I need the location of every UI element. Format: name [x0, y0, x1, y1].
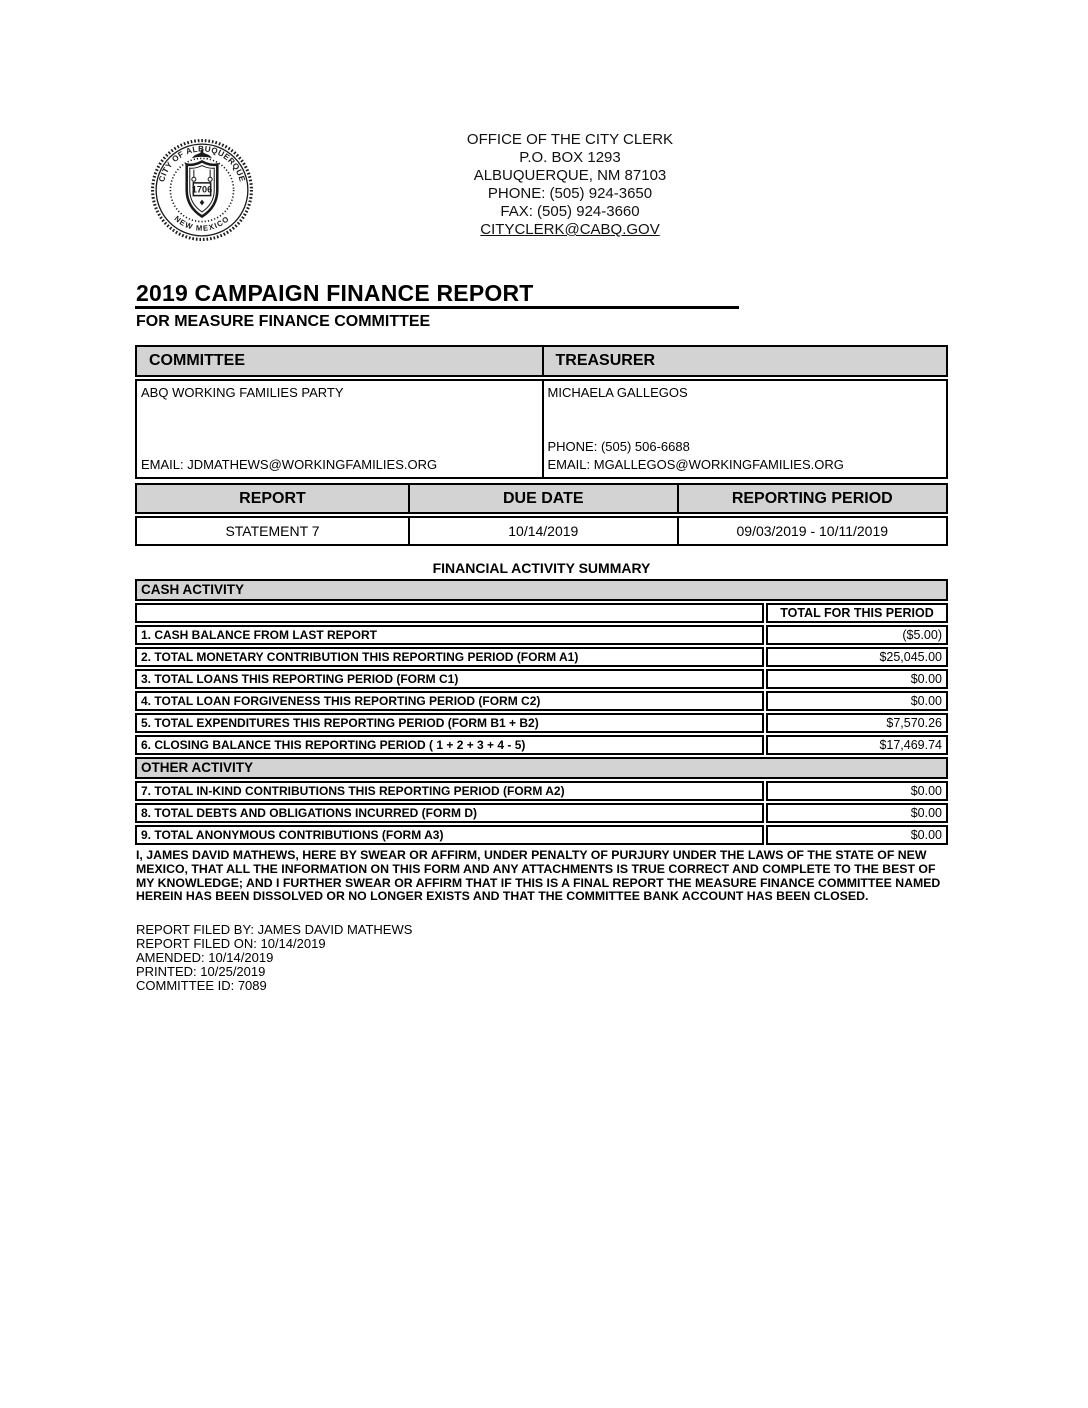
reporting-period-value: 09/03/2019 - 10/11/2019 [676, 518, 946, 544]
row-value: $17,469.74 [766, 735, 948, 755]
row-label: 5. TOTAL EXPENDITURES THIS REPORTING PER… [135, 713, 764, 733]
amount-column-header: TOTAL FOR THIS PERIOD [766, 603, 948, 623]
row-value: $0.00 [766, 825, 948, 845]
office-line: ALBUQUERQUE, NM 87103 [473, 167, 667, 184]
office-line: FAX: (505) 924-3660 [500, 203, 640, 220]
filing-line: AMENDED: 10/14/2019 [136, 950, 274, 965]
office-line: PHONE: (505) 924-3650 [487, 185, 653, 202]
financial-activity-summary-title: FINANCIAL ACTIVITY SUMMARY [432, 560, 651, 576]
cash-activity-section-header: CASH ACTIVITY [135, 579, 948, 601]
page-subtitle: FOR MEASURE FINANCE COMMITTEE [136, 313, 431, 330]
row-label: 7. TOTAL IN-KIND CONTRIBUTIONS THIS REPO… [135, 781, 764, 801]
reporting-period-header: REPORTING PERIOD [676, 485, 946, 512]
other-activity-section-header: OTHER ACTIVITY [135, 757, 948, 779]
report-value: STATEMENT 7 [225, 523, 320, 539]
page-title: 2019 CAMPAIGN FINANCE REPORT [136, 280, 534, 306]
seal-inner-ring [155, 143, 249, 237]
row-value: $0.00 [766, 691, 948, 711]
row-label: 2. TOTAL MONETARY CONTRIBUTION THIS REPO… [135, 647, 764, 667]
treasurer-header: TREASURER [541, 347, 947, 375]
amount-header-spacer [135, 603, 764, 623]
treasurer-phone: PHONE: (505) 506-6688 [547, 439, 690, 454]
due-date-header: DUE DATE [408, 485, 677, 512]
row-label: 9. TOTAL ANONYMOUS CONTRIBUTIONS (FORM A… [135, 825, 764, 845]
seal-dotted-ring [169, 157, 235, 223]
table-row: 9. TOTAL ANONYMOUS CONTRIBUTIONS (FORM A… [135, 825, 948, 845]
filing-info-block: REPORT FILED BY: JAMES DAVID MATHEWS REP… [136, 923, 412, 993]
due-date-value: 10/14/2019 [408, 518, 677, 544]
treasurer-name: MICHAELA GALLEGOS [547, 385, 688, 400]
row-value: $0.00 [766, 669, 948, 689]
row-value: $0.00 [766, 803, 948, 823]
treasurer-email: EMAIL: MGALLEGOS@WORKINGFAMILIES.ORG [547, 457, 844, 472]
report-info-table: REPORT DUE DATE REPORTING PERIOD STATEME… [135, 483, 948, 546]
row-label: 4. TOTAL LOAN FORGIVENESS THIS REPORTING… [135, 691, 764, 711]
table-row: 8. TOTAL DEBTS AND OBLIGATIONS INCURRED … [135, 803, 948, 823]
committee-cell: ABQ WORKING FAMILIES PARTY EMAIL: JDMATH… [137, 381, 542, 477]
office-line: OFFICE OF THE CITY CLERK [466, 131, 674, 148]
row-value: $7,570.26 [766, 713, 948, 733]
report-info-body-row: STATEMENT 7 10/14/2019 09/03/2019 - 10/1… [135, 516, 948, 546]
office-line: P.O. BOX 1293 [519, 149, 621, 166]
affirmation-statement: I, JAMES DAVID MATHEWS, HERE BY SWEAR OR… [136, 848, 941, 904]
treasurer-cell: MICHAELA GALLEGOS PHONE: (505) 506-6688 … [541, 381, 947, 477]
table-row: 6. CLOSING BALANCE THIS REPORTING PERIOD… [135, 735, 948, 755]
row-value: ($5.00) [766, 625, 948, 645]
committee-treasurer-header-row: COMMITTEE TREASURER [135, 345, 948, 377]
table-row: TOTAL FOR THIS PERIOD [135, 603, 948, 623]
table-row: 3. TOTAL LOANS THIS REPORTING PERIOD (FO… [135, 669, 948, 689]
row-label: 3. TOTAL LOANS THIS REPORTING PERIOD (FO… [135, 669, 764, 689]
table-row: 1. CASH BALANCE FROM LAST REPORT ($5.00) [135, 625, 948, 645]
seal-year: 1706 [192, 185, 212, 195]
filing-line: REPORT FILED BY: JAMES DAVID MATHEWS [136, 922, 413, 937]
report-header: REPORT [239, 490, 306, 507]
committee-treasurer-table: COMMITTEE TREASURER ABQ WORKING FAMILIES… [135, 345, 948, 479]
filing-line: PRINTED: 10/25/2019 [136, 964, 266, 979]
report-info-header-row: REPORT DUE DATE REPORTING PERIOD [135, 483, 948, 514]
financial-activity-table: CASH ACTIVITY TOTAL FOR THIS PERIOD 1. C… [135, 579, 948, 847]
row-value: $0.00 [766, 781, 948, 801]
table-row: 7. TOTAL IN-KIND CONTRIBUTIONS THIS REPO… [135, 781, 948, 801]
city-clerk-email-link[interactable]: CITYCLERK@CABQ.GOV [480, 221, 660, 238]
table-row: 2. TOTAL MONETARY CONTRIBUTION THIS REPO… [135, 647, 948, 667]
row-label: 1. CASH BALANCE FROM LAST REPORT [135, 625, 764, 645]
row-label: 8. TOTAL DEBTS AND OBLIGATIONS INCURRED … [135, 803, 764, 823]
office-email-row: CITYCLERK@CABQ.GOV [52, 221, 1088, 239]
eagle-icon [191, 149, 213, 159]
filing-line: REPORT FILED ON: 10/14/2019 [136, 936, 326, 951]
committee-header: COMMITTEE [149, 352, 245, 369]
filing-line: COMMITTEE ID: 7089 [136, 978, 267, 993]
shield-icon: 1706 [185, 159, 219, 219]
albuquerque-city-seal-icon: CITY OF ALBUQUERQUE NEW MEXICO 1706 [151, 139, 253, 241]
row-value: $25,045.00 [766, 647, 948, 667]
table-row: 4. TOTAL LOAN FORGIVENESS THIS REPORTING… [135, 691, 948, 711]
committee-name: ABQ WORKING FAMILIES PARTY [141, 385, 344, 400]
office-address-block: OFFICE OF THE CITY CLERK P.O. BOX 1293 A… [52, 131, 1088, 239]
seal-outer-ring [151, 139, 253, 241]
committee-email: EMAIL: JDMATHEWS@WORKINGFAMILIES.ORG [141, 457, 438, 472]
committee-treasurer-body-row: ABQ WORKING FAMILIES PARTY EMAIL: JDMATH… [135, 379, 948, 479]
title-underline [135, 306, 739, 309]
row-label: 6. CLOSING BALANCE THIS REPORTING PERIOD… [135, 735, 764, 755]
table-row: 5. TOTAL EXPENDITURES THIS REPORTING PER… [135, 713, 948, 733]
